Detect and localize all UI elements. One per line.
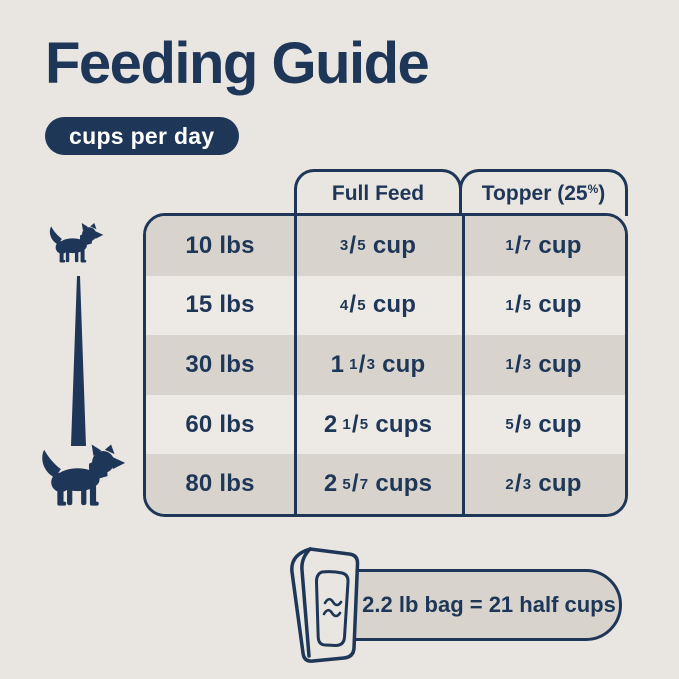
size-scale-taper — [71, 276, 86, 446]
feeding-table: Full Feed Topper (25%) 10 lbs 3/5 cup 1/7 cu… — [143, 169, 628, 523]
topper-cell: 1/5 cup — [505, 291, 582, 319]
cups-per-day-badge: cups per day — [45, 117, 239, 155]
weight-cell: 30 lbs — [185, 350, 255, 378]
full-feed-label: Full Feed — [331, 182, 425, 205]
food-bag-icon — [290, 547, 360, 663]
topper-label: Topper (25%) — [481, 182, 606, 205]
table-row: 10 lbs 3/5 cup 1/7 cup — [146, 216, 625, 276]
weight-cell: 15 lbs — [185, 291, 255, 319]
table-row: 80 lbs 2 5/7 cups 2/3 cup — [146, 454, 625, 514]
cups-per-day-label: cups per day — [69, 122, 215, 149]
table-row: 60 lbs 2 1/5 cups 5/9 cup — [146, 394, 625, 455]
large-dog-icon — [42, 444, 126, 506]
full-feed-cell: 2 1/5 cups — [323, 410, 433, 438]
weight-cell: 80 lbs — [185, 470, 255, 498]
full-feed-cell: 3/5 cup — [339, 231, 417, 259]
feeding-table-body: 10 lbs 3/5 cup 1/7 cup 15 lbs 4/5 cup 1/5 cup 30 l… — [143, 213, 628, 517]
column-header-topper: Topper (25%) — [459, 169, 628, 216]
topper-cell: 5/9 cup — [505, 410, 582, 438]
full-feed-cell: 1 1/3 cup — [330, 350, 426, 378]
bag-note-text: 2.2 lb bag = 21 half cups — [362, 592, 616, 617]
bag-note-pill: 2.2 lb bag = 21 half cups — [318, 569, 622, 641]
column-header-full-feed: Full Feed — [294, 169, 462, 216]
weight-cell: 60 lbs — [185, 410, 255, 438]
full-feed-cell: 2 5/7 cups — [323, 470, 433, 498]
topper-cell: 2/3 cup — [505, 470, 582, 498]
table-row: 15 lbs 4/5 cup 1/5 cup — [146, 275, 625, 336]
page-title: Feeding Guide — [45, 31, 430, 96]
full-feed-cell: 4/5 cup — [339, 291, 417, 319]
small-dog-icon — [49, 223, 104, 263]
weight-cell: 10 lbs — [185, 231, 255, 259]
topper-cell: 1/7 cup — [505, 231, 582, 259]
table-row: 30 lbs 1 1/3 cup 1/3 cup — [146, 335, 625, 395]
topper-cell: 1/3 cup — [505, 350, 582, 378]
